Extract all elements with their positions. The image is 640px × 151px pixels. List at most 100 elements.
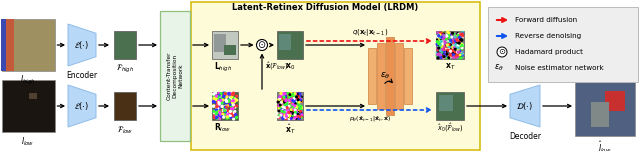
Circle shape bbox=[279, 96, 280, 98]
Circle shape bbox=[447, 32, 449, 34]
Circle shape bbox=[214, 115, 216, 117]
Circle shape bbox=[288, 96, 290, 98]
Circle shape bbox=[458, 33, 460, 35]
Circle shape bbox=[443, 41, 445, 43]
Circle shape bbox=[298, 110, 300, 112]
Circle shape bbox=[217, 111, 219, 113]
Circle shape bbox=[225, 92, 227, 94]
Circle shape bbox=[451, 53, 452, 55]
Circle shape bbox=[440, 57, 442, 58]
Circle shape bbox=[296, 98, 298, 99]
Circle shape bbox=[227, 116, 228, 118]
Circle shape bbox=[221, 106, 223, 107]
Circle shape bbox=[298, 105, 299, 107]
Circle shape bbox=[212, 93, 214, 95]
Circle shape bbox=[232, 102, 234, 104]
Circle shape bbox=[439, 34, 441, 36]
Circle shape bbox=[288, 112, 289, 113]
Circle shape bbox=[446, 40, 448, 41]
Circle shape bbox=[289, 103, 290, 104]
Circle shape bbox=[214, 112, 216, 114]
Circle shape bbox=[296, 117, 297, 119]
Circle shape bbox=[232, 102, 233, 104]
Circle shape bbox=[216, 117, 218, 119]
Bar bbox=[436, 31, 464, 59]
Circle shape bbox=[445, 44, 447, 46]
Circle shape bbox=[291, 116, 292, 118]
Circle shape bbox=[442, 44, 443, 46]
Circle shape bbox=[299, 95, 301, 97]
Circle shape bbox=[281, 111, 283, 112]
Circle shape bbox=[213, 110, 215, 112]
Circle shape bbox=[292, 101, 294, 103]
Circle shape bbox=[223, 112, 225, 114]
Circle shape bbox=[456, 48, 458, 50]
Circle shape bbox=[285, 96, 286, 97]
Circle shape bbox=[300, 98, 301, 100]
Circle shape bbox=[219, 96, 221, 98]
Circle shape bbox=[448, 57, 450, 58]
Circle shape bbox=[452, 51, 454, 52]
Circle shape bbox=[454, 47, 456, 48]
Circle shape bbox=[453, 49, 454, 51]
Circle shape bbox=[438, 48, 440, 50]
Circle shape bbox=[446, 53, 448, 55]
Circle shape bbox=[449, 33, 450, 34]
Circle shape bbox=[232, 106, 234, 108]
Circle shape bbox=[447, 46, 449, 48]
Circle shape bbox=[437, 49, 439, 51]
Circle shape bbox=[284, 95, 285, 96]
Circle shape bbox=[216, 95, 218, 97]
Text: $p_\theta(\hat{\mathbf{x}}_{t-1}|\hat{\mathbf{x}}_t,\bar{\mathbf{x}})$: $p_\theta(\hat{\mathbf{x}}_{t-1}|\hat{\m… bbox=[349, 114, 391, 124]
Circle shape bbox=[287, 107, 288, 108]
Circle shape bbox=[459, 41, 460, 43]
Circle shape bbox=[219, 111, 221, 113]
Circle shape bbox=[233, 99, 235, 101]
Circle shape bbox=[461, 53, 463, 55]
Circle shape bbox=[449, 52, 451, 54]
Circle shape bbox=[448, 44, 449, 45]
Circle shape bbox=[288, 96, 289, 98]
Circle shape bbox=[285, 118, 287, 120]
Circle shape bbox=[284, 107, 285, 108]
Circle shape bbox=[461, 44, 463, 45]
Circle shape bbox=[443, 51, 445, 53]
Circle shape bbox=[296, 110, 298, 112]
Circle shape bbox=[291, 113, 292, 115]
Circle shape bbox=[284, 116, 286, 117]
Circle shape bbox=[462, 53, 464, 55]
Circle shape bbox=[292, 113, 293, 114]
Circle shape bbox=[293, 99, 295, 100]
Circle shape bbox=[233, 115, 235, 117]
Circle shape bbox=[449, 54, 451, 56]
Circle shape bbox=[281, 116, 282, 117]
Circle shape bbox=[292, 100, 293, 101]
Circle shape bbox=[279, 98, 281, 99]
Bar bbox=[404, 48, 412, 103]
Circle shape bbox=[455, 46, 456, 48]
Circle shape bbox=[218, 103, 220, 105]
Circle shape bbox=[442, 32, 444, 34]
Circle shape bbox=[282, 106, 284, 108]
Circle shape bbox=[440, 32, 442, 34]
Circle shape bbox=[296, 93, 298, 95]
Circle shape bbox=[453, 33, 454, 35]
Circle shape bbox=[218, 107, 220, 109]
Circle shape bbox=[448, 32, 450, 34]
Circle shape bbox=[289, 105, 290, 107]
Bar bbox=[277, 92, 303, 120]
Circle shape bbox=[280, 106, 281, 108]
Circle shape bbox=[289, 118, 291, 120]
Bar bbox=[1, 19, 13, 71]
Circle shape bbox=[280, 105, 282, 106]
Circle shape bbox=[453, 51, 455, 53]
Circle shape bbox=[300, 96, 301, 98]
Circle shape bbox=[448, 35, 449, 37]
Circle shape bbox=[458, 45, 460, 47]
Circle shape bbox=[226, 106, 228, 108]
Circle shape bbox=[450, 49, 452, 51]
Circle shape bbox=[216, 96, 218, 98]
Circle shape bbox=[443, 34, 444, 36]
Circle shape bbox=[452, 39, 454, 40]
Circle shape bbox=[227, 93, 228, 94]
